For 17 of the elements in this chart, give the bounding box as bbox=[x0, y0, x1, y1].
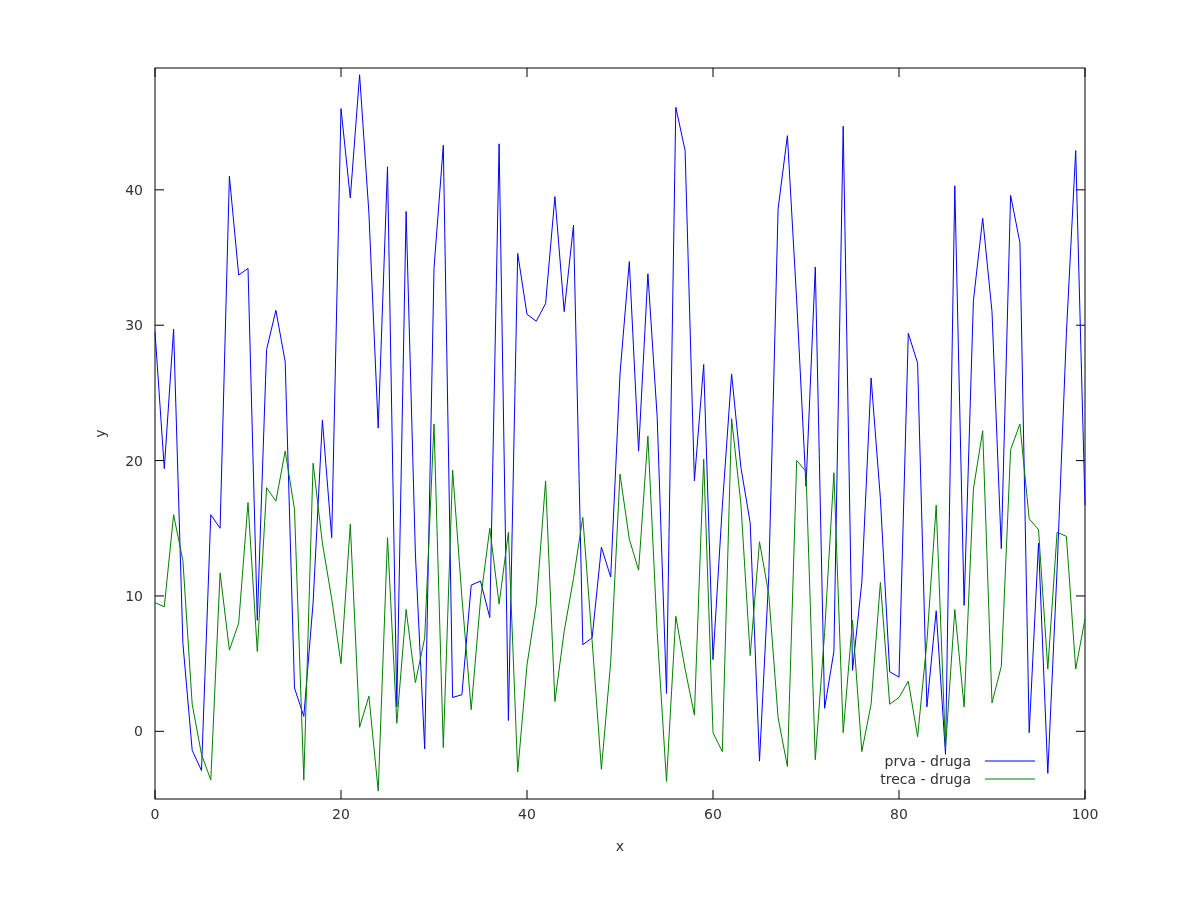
line-series bbox=[154, 418, 1086, 792]
y-axis-title: y bbox=[92, 429, 108, 438]
y-tick-label: 40 bbox=[125, 181, 143, 198]
y-tick-label: 10 bbox=[125, 587, 143, 604]
x-tick-label: 0 bbox=[150, 806, 160, 822]
x-tick-label: 20 bbox=[332, 806, 350, 822]
x-tick-label: 60 bbox=[704, 806, 722, 822]
x-tick-label: 40 bbox=[518, 806, 536, 822]
legend-label: prva - druga bbox=[884, 753, 971, 769]
legend-label: treca - druga bbox=[880, 771, 971, 787]
y-tick-label: 0 bbox=[134, 723, 143, 740]
y-tick-label: 20 bbox=[125, 452, 143, 469]
y-tick-label: 30 bbox=[125, 317, 143, 334]
line-series bbox=[154, 74, 1086, 774]
x-tick-label: 80 bbox=[890, 806, 908, 822]
x-axis-title: x bbox=[615, 838, 625, 854]
x-tick-label: 100 bbox=[1071, 806, 1099, 822]
